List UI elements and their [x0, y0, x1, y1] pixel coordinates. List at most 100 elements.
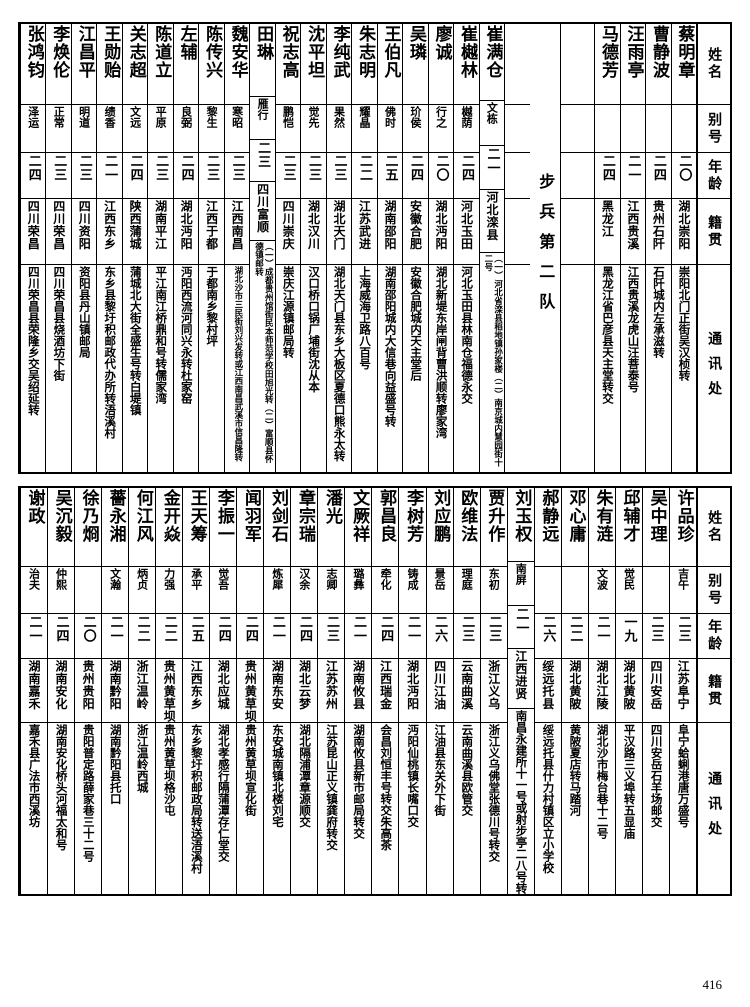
roster-entry-column[interactable]: 吴沉毅 仲熙 二四 湖南安化 湖南安化桥头河福太和号 — [46, 488, 74, 894]
roster-entry-column[interactable]: 李焕伦 正常 二三 四川荣昌 四川荣昌县烧酒坊下街 — [45, 24, 71, 472]
entry-age: 二三 — [229, 154, 245, 182]
roster-entry-column[interactable]: 祝志高 鹏恺 二三 四川崇庆 崇庆江源镇邮局转 — [274, 24, 301, 472]
entry-name: 崔樾林 — [457, 25, 477, 79]
entry-alias: 泽运 — [26, 106, 40, 128]
header-origin: 籍贯 — [706, 214, 723, 249]
roster-entry-column[interactable]: 吴中理 二三 四川安岳 四川安岳石羊场邮交 — [641, 488, 669, 894]
roster-entry-column[interactable]: 闻羽军 二四 贵州黄草坝 贵州黄草坝宣化街 — [236, 488, 264, 894]
roster-entry-column[interactable]: 何江风 炳贞 二二 浙江温岭 浙江温岭西城 — [128, 488, 156, 894]
entry-origin: 湖南东安 — [270, 660, 285, 710]
entry-age: 二一 — [484, 147, 500, 176]
roster-entry-column[interactable]: 曹静波 二四 贵州石阡 石阡城内左承滋转 — [645, 24, 671, 472]
roster-entry-column[interactable]: 江昌平 明道 二三 四川资阳 资阳县丹山镇邮局 — [70, 24, 97, 472]
roster-entry-column[interactable]: 金开焱 力强 二二 贵州黄草坝 贵州黄草坝格沙屯 — [155, 488, 183, 894]
roster-entry-column[interactable]: 王天筹 承平 二五 江西东乡 东乡黎圩积邮政局转送浯溪村 — [182, 488, 210, 894]
roster-entry-column[interactable]: 魏安华 寒昭 二三 江西南昌 湖北沙市三民街刘兴发转或江西南昌武溪市信昌隆转 — [223, 24, 250, 472]
roster-entry-column[interactable]: 陈道立 平原 二三 湖南平江 平江南江桥鼎和号转儒家湾 — [147, 24, 173, 472]
roster-entry-column[interactable]: 王伯凡 佛时 二五 湖南邵阳 湖南邵阳城内大信巷向益盛号转 — [376, 24, 403, 472]
roster-entry-column[interactable]: 徐乃烱 二〇 贵州贵阳 贵阳普定路薛家巷三十二号 — [73, 488, 101, 894]
entry-alias: 觉民 — [622, 568, 636, 590]
roster-entry-column[interactable]: 章宗瑞 汉余 二四 湖北云梦 湖北隔浦潭章源顺交 — [290, 488, 318, 894]
roster-entry-column[interactable]: 马德芳 二四 黑龙江 黑龙江省巴彦县天主堂转交 — [594, 24, 620, 472]
roster-entry-column[interactable]: 刘玉权 南屏 二一 江西进贤 南昌永建所十一号或射步亭二八号转交 — [506, 488, 534, 895]
entry-address: 湖北孝感行隔蒲潭存仁堂交 — [216, 724, 231, 862]
roster-entry-column[interactable]: 吴璘 玠侯 二四 安徽合肥 安徽合肥城内天主堂后 — [402, 24, 428, 472]
roster-entry-column[interactable]: 李树芳 铸成 二一 湖北沔阳 沔阳仙桃镇长嘴口交 — [398, 488, 426, 894]
entry-alias: 明道 — [77, 106, 91, 128]
entry-origin: 贵州石阡 — [651, 200, 666, 250]
roster-entry-column[interactable]: 欧维法 理庭 二三 云南曲溪 云南曲溪县欧管交 — [452, 488, 480, 894]
roster-entry-column[interactable]: 邓心庸 二二 湖北黄陂 黄陂夏店转马踏河 — [560, 488, 588, 894]
roster-entry-column[interactable]: 李振一 觉吾 二四 湖北应城 湖北孝感行隔蒲潭存仁堂交 — [209, 488, 237, 894]
entry-age: 二四 — [25, 154, 41, 182]
entry-origin: 四川富顺 — [255, 182, 270, 233]
roster-entry-column[interactable]: 蔡明章 二〇 湖北崇阳 崇阳北门正街吴汉桢转 — [670, 24, 696, 472]
roster-entry-column[interactable]: 文厥祥 璐彝 二一 湖南攸县 湖南攸县新市邮局转交 — [344, 488, 372, 894]
entry-age: 二四 — [296, 615, 312, 643]
roster-entry-column[interactable]: 张鸿钧 泽运 二四 四川荣昌 四川荣昌县荣隆乡交吴绍延转 — [19, 24, 46, 472]
blank-column-b — [504, 24, 531, 472]
entry-age: 二三 — [204, 154, 220, 182]
entry-age: 二四 — [242, 615, 258, 643]
entry-alias: 果然 — [332, 106, 346, 128]
roster-entry-column[interactable]: 田琳 雁行 二三 四川富顺 （一）成都贵州馆街民本师范学校田旭光转（二）富顺县怀德镇邮转 — [249, 24, 275, 472]
entry-name: 陈道立 — [151, 25, 172, 79]
entry-alias: 仲熙 — [54, 568, 68, 590]
entry-name: 章宗瑞 — [294, 489, 315, 543]
roster-entry-column[interactable]: 朱有涟 文波 二一 湖北江陵 湖北沙市梅台巷十二号 — [587, 488, 615, 894]
entry-address: 东乡县黎圩积邮政代办所转浯溪村 — [103, 266, 118, 439]
roster-entry-column[interactable]: 李纯武 果然 二三 湖北天门 湖北天门县东乡大板区夏德口熊永太转 — [325, 24, 352, 472]
entry-name: 何江风 — [132, 489, 153, 543]
roster-entry-column[interactable]: 左辅 良弼 二四 湖北沔阳 沔阳西流河同兴永转杜家窑 — [172, 24, 199, 472]
roster-entry-column[interactable]: 廖诚 行之 二〇 湖北沔阳 湖北新堤东岸闸背曹洪顺转廖家湾 — [427, 24, 454, 472]
entry-name: 刘玉权 — [511, 489, 532, 543]
entry-age: 二〇 — [80, 615, 96, 643]
entry-address: 南昌永建所十一号或射步亭二八号转交 — [514, 709, 529, 895]
roster-entry-column[interactable]: 关志超 文远 二四 陕西蒲城 蒲城北大街全盛生号转白堤镇 — [121, 24, 148, 472]
entry-alias: 南屏 — [514, 563, 528, 586]
page-number: 416 — [702, 977, 723, 992]
roster-entry-column[interactable]: 刘剑石 炼犀 二一 湖南东安 东安城南镇北楼刘宅 — [263, 488, 291, 894]
entry-address: 会昌刘恒丰号转交朱高茶 — [379, 724, 394, 851]
entry-address: 湖南攸县新市邮局转交 — [352, 724, 367, 839]
entry-age: 二二 — [161, 615, 177, 643]
entry-address: 平江南江桥鼎和号转儒家湾 — [154, 266, 169, 404]
roster-table-bottom: 姓名 别号 年龄 籍贯 通讯处 许品珍 吉午 二三 江苏阜宁 阜宁蛤蜊港唐万盛号 吴中理 二三 四川安岳… — [18, 486, 732, 896]
roster-entry-column[interactable]: 沈平坦 觉先 二三 湖北汉川 汉口桥口锅厂埔街沈从本 — [300, 24, 326, 472]
entry-name: 朱有涟 — [592, 489, 613, 543]
entry-age: 二四 — [378, 615, 394, 643]
entry-address: 浙江义乌佛堂张德川号转交 — [487, 724, 502, 862]
roster-entry-column[interactable]: 潘光 志卿 二三 江苏苏州 江苏昆山正义镇龚府转交 — [317, 488, 345, 894]
entry-name: 文厥祥 — [349, 489, 370, 543]
roster-entry-column[interactable]: 谢政 治夫 二一 湖南嘉禾 嘉禾县广法市西溪坊 — [19, 488, 47, 894]
roster-entry-column[interactable]: 崔樾林 樾荫 二四 河北玉田 河北玉田县林南仓福德永交 — [453, 24, 479, 472]
roster-entry-column[interactable]: 王勋贻 绩香 二一 江西东乡 东乡县黎圩积邮政代办所转浯溪村 — [96, 24, 122, 472]
entry-name: 刘应鹏 — [430, 489, 451, 543]
entry-age: 二二 — [357, 154, 373, 182]
column-headers: 姓名 别号 年龄 籍贯 通讯处 — [696, 488, 730, 894]
entry-address: 云南曲溪县欧管交 — [460, 724, 475, 816]
roster-entry-column[interactable]: 刘应鹏 景岳 二六 四川江油 江油县东关外下街 — [425, 488, 453, 894]
entry-address: 浙江温岭西城 — [135, 724, 150, 793]
roster-entry-column[interactable]: 薔永湘 文瀚 二一 湖南黔阳 湖南黔阳县托口 — [100, 488, 129, 894]
entry-address: 于都南乡黎村坪 — [205, 266, 220, 347]
entry-address: 黄陂夏店转马踏河 — [568, 724, 583, 816]
roster-entry-column[interactable]: 陈传兴 黎生 二三 江西于都 于都南乡黎村坪 — [198, 24, 224, 472]
entry-name: 李振一 — [213, 489, 234, 543]
entry-age: 二二 — [567, 615, 583, 643]
roster-entry-column[interactable]: 朱志明 耀晶 二二 江苏武进 上海威海卫路八百号 — [351, 24, 377, 472]
entry-name: 李树芳 — [403, 489, 424, 543]
roster-entry-column[interactable]: 汪雨亭 二一 江西贵溪 江西贵溪龙虎山汪菩泰号 — [619, 24, 646, 472]
roster-entry-column[interactable]: 郝静远 二六 绥远托县 绥远托县什力村镇区立小学校 — [533, 488, 561, 894]
roster-entry-column[interactable]: 邱辅才 觉民 一九 湖北黄陂 平汉路三义埠转五显庙 — [614, 488, 642, 894]
roster-entry-column[interactable]: 郭昌良 牵化 二四 江西瑞金 会昌刘恒丰号转交朱高茶 — [371, 488, 399, 894]
roster-entry-column[interactable]: 许品珍 吉午 二三 江苏阜宁 阜宁蛤蜊港唐万盛号 — [668, 488, 696, 894]
entry-origin: 江西东乡 — [189, 660, 204, 710]
entry-address: 湖南黔阳县托口 — [108, 724, 123, 805]
entry-name: 李焕伦 — [49, 25, 70, 79]
roster-entry-column[interactable]: 崔满仓 文栋 二一 河北滦县 （一）河北省滦县稻地镇孙家楼（二）南京城内慧园街十二号 — [478, 24, 505, 472]
entry-alias: 文栋 — [485, 101, 499, 124]
roster-entry-column[interactable]: 贾升作 东初 二三 浙江义乌 浙江义乌佛堂张德川号转交 — [479, 488, 507, 894]
entry-age: 二一 — [594, 615, 610, 643]
